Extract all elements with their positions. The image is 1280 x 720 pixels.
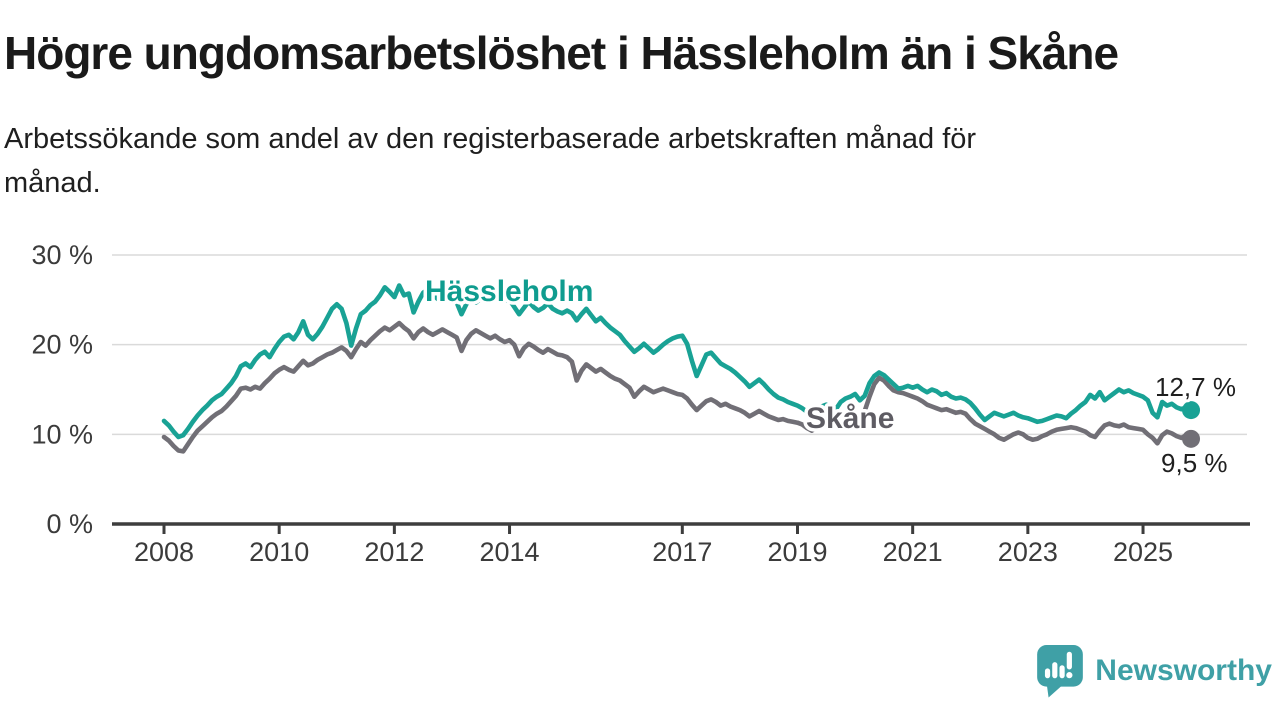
logo-bar-small [1045,668,1051,679]
y-tick-label: 30 % [31,240,93,270]
x-tick-label: 2010 [249,537,309,567]
newsworthy-logo: Newsworthy [1036,644,1272,698]
page-title: Högre ungdomsarbetslöshet i Hässleholm ä… [4,27,1119,79]
series-line-hassleholm [161,283,1194,440]
logo-bar-medium [1059,665,1065,679]
chart-subtitle: Arbetssökande som andel av den registerb… [4,118,976,205]
series-end-dot-hassleholm [1182,401,1201,420]
x-tick-label: 2014 [480,537,540,567]
y-tick-label: 20 % [31,330,93,360]
series-label-skane: Skåne [806,402,894,435]
value-label-skane: 9,5 % [1161,448,1228,478]
logo-exclamation-bar [1067,651,1073,670]
x-tick-label: 2019 [767,537,827,567]
newsworthy-logo-icon [1037,645,1084,698]
series-label-hassleholm: Hässleholm [425,275,593,308]
y-tick-label: 0 % [46,509,93,539]
value-label-hassleholm: 12,7 % [1155,372,1236,402]
logo-bar-tall [1052,662,1058,679]
newsworthy-logo-text: Newsworthy [1095,654,1272,687]
x-tick-label: 2017 [652,537,712,567]
logo-exclamation-dot [1066,672,1073,679]
y-tick-label: 10 % [31,419,93,449]
x-tick-label: 2021 [883,537,943,567]
chart-subtitle-line2: månad. [4,166,101,199]
chart-subtitle-line1: Arbetssökande som andel av den registerb… [4,123,977,155]
series-end-dot-skane [1182,429,1201,448]
series-line-skane [161,320,1194,454]
x-tick-label: 2008 [134,537,194,567]
x-tick-label: 2025 [1113,537,1173,567]
x-tick-label: 2023 [998,537,1058,567]
x-tick-label: 2012 [364,537,424,567]
